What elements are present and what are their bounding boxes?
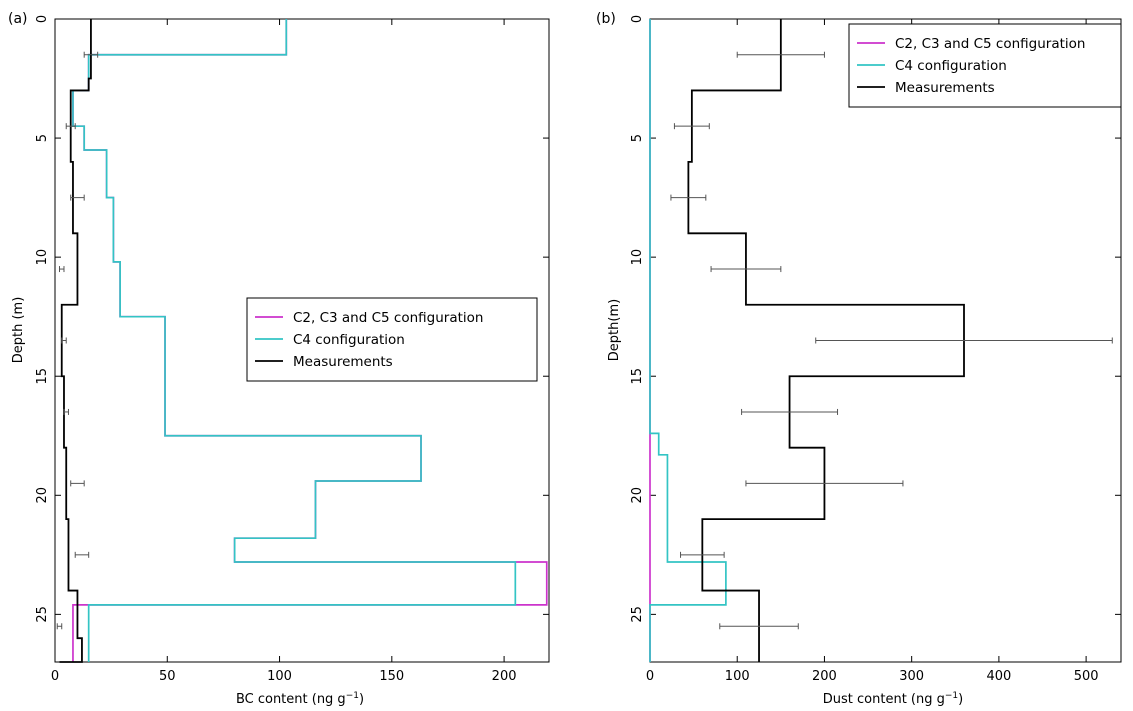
error-bar xyxy=(83,51,99,58)
legend-label-1: C2, C3 and C5 configuration xyxy=(293,310,483,326)
legend: C2, C3 and C5 configuration C4 configurat… xyxy=(246,297,538,382)
error-bar xyxy=(56,623,63,630)
y-tick-label: 0 xyxy=(35,15,50,23)
series-line-2 xyxy=(72,19,517,662)
error-bar xyxy=(736,51,825,58)
error-bar xyxy=(58,266,65,273)
x-tick-label: 50 xyxy=(159,669,176,684)
error-bar xyxy=(741,408,839,415)
y-tick-label: 25 xyxy=(35,606,50,623)
x-tick-label: 200 xyxy=(492,669,517,684)
legend: C2, C3 and C5 configuration C4 configurat… xyxy=(848,23,1122,108)
panel-label-b: (b) xyxy=(596,11,616,27)
y-tick-label: 15 xyxy=(35,368,50,385)
legend-label-3: Measurements xyxy=(293,354,393,370)
y-tick-label: 10 xyxy=(35,249,50,266)
y-tick-label: 10 xyxy=(630,249,645,266)
y-tick-label: 20 xyxy=(35,487,50,504)
plot-frame xyxy=(54,18,550,663)
legend-label-2: C4 configuration xyxy=(293,332,405,348)
y-tick-label: 20 xyxy=(630,487,645,504)
legend-label-2: C4 configuration xyxy=(895,58,1007,74)
x-tick-label: 400 xyxy=(986,669,1011,684)
error-bar xyxy=(63,408,69,415)
error-bar xyxy=(74,551,90,558)
error-bar xyxy=(710,266,782,273)
y-tick-label: 5 xyxy=(630,134,645,142)
error-bar xyxy=(815,337,1113,344)
x-axis-label-a: BC content (ng g−1) xyxy=(236,691,364,707)
x-tick-label: 150 xyxy=(379,669,404,684)
series-line-3 xyxy=(59,19,92,663)
y-tick-label: 25 xyxy=(630,606,645,623)
y-axis-label-b: Depth(m) xyxy=(607,299,622,361)
x-axis-label-b: Dust content (ng g−1) xyxy=(823,691,963,707)
error-bar xyxy=(673,123,710,130)
x-tick-label: 0 xyxy=(51,669,59,684)
plot-area-a: 0 50 100 150 200 0 5 10 15 20 25 C2, C3 and C5 conf… xyxy=(35,15,550,684)
y-axis-label-a: Depth (m) xyxy=(11,297,26,364)
legend-box xyxy=(848,23,1122,108)
error-bar xyxy=(745,480,904,487)
error-bar xyxy=(670,194,707,201)
x-tick-label: 0 xyxy=(646,669,654,684)
legend-label-3: Measurements xyxy=(895,80,995,96)
x-tick-label: 100 xyxy=(267,669,292,684)
error-bar xyxy=(719,623,799,630)
plot-area-b: 0 100 200 300 400 500 0 5 10 15 20 25 C2, C3 and C5 … xyxy=(630,15,1122,684)
series-line-2 xyxy=(649,19,727,662)
legend-label-1: C2, C3 and C5 configuration xyxy=(895,36,1085,52)
x-tick-label: 200 xyxy=(812,669,837,684)
error-bar xyxy=(70,194,85,201)
y-tick-label: 5 xyxy=(35,134,50,142)
y-tick-label: 15 xyxy=(630,368,645,385)
error-bar xyxy=(70,480,85,487)
error-bar xyxy=(680,551,725,558)
panel-label-a: (a) xyxy=(8,11,28,27)
panel-a: (a) 0 50 100 150 200 0 5 10 15 20 25 C2, C3 and C5 … xyxy=(8,11,550,707)
x-tick-label: 300 xyxy=(899,669,924,684)
legend-box xyxy=(246,297,538,382)
y-tick-label: 0 xyxy=(630,15,645,23)
error-bar xyxy=(65,123,76,130)
error-bar xyxy=(61,337,67,344)
x-tick-label: 100 xyxy=(725,669,750,684)
x-tick-label: 500 xyxy=(1074,669,1099,684)
panel-b: (b) 0 100 200 300 400 500 0 5 10 15 20 25 C2, C3 and… xyxy=(596,11,1122,707)
